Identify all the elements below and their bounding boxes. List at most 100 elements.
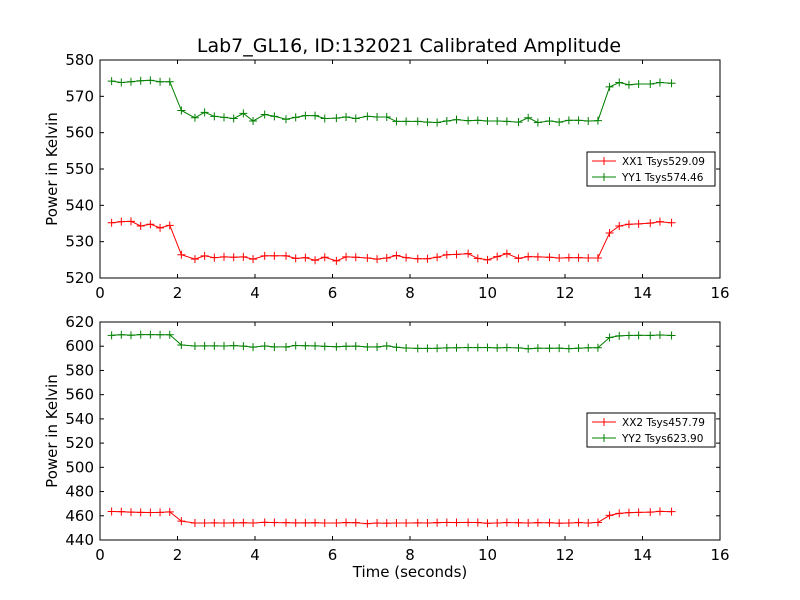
data-point-marker xyxy=(564,116,573,125)
data-point-marker xyxy=(483,519,492,528)
data-point-marker xyxy=(413,254,422,263)
data-point-marker xyxy=(452,115,461,124)
data-point-marker xyxy=(156,508,165,517)
x-tick-label: 16 xyxy=(710,284,729,302)
data-point-marker xyxy=(413,518,422,527)
data-point-marker xyxy=(655,330,664,339)
legend-swatch-marker xyxy=(600,434,608,442)
data-point-marker xyxy=(382,519,391,528)
data-point-marker xyxy=(220,341,228,350)
data-point-marker xyxy=(624,508,633,517)
y-tick-label: 580 xyxy=(65,51,94,69)
data-point-marker xyxy=(473,254,482,263)
data-point-marker xyxy=(311,256,320,265)
legend: XX2 Tsys457.79 YY2 Tsys623.90 xyxy=(586,412,716,448)
data-point-marker xyxy=(249,343,258,352)
data-point-marker xyxy=(452,343,461,352)
data-point-marker xyxy=(452,250,461,259)
data-point-marker xyxy=(584,519,593,528)
data-point-marker xyxy=(382,341,391,350)
data-point-marker xyxy=(483,255,492,264)
data-point-marker xyxy=(260,518,269,527)
data-point-marker xyxy=(332,114,341,123)
legend-label: XX1 Tsys529.09 xyxy=(622,156,705,168)
data-point-marker xyxy=(382,254,391,263)
data-point-marker xyxy=(634,331,643,340)
data-point-marker xyxy=(239,518,248,527)
data-point-marker xyxy=(423,254,432,263)
data-point-marker xyxy=(351,253,360,262)
data-point-marker xyxy=(533,518,542,527)
data-point-marker xyxy=(442,343,451,352)
data-point-marker xyxy=(402,253,411,262)
data-point-marker xyxy=(392,343,401,352)
legend-swatch-marker xyxy=(600,157,608,165)
legend-label: YY2 Tsys623.90 xyxy=(621,433,703,445)
data-point-marker xyxy=(156,330,165,339)
y-axis-label: Power in Kelvin xyxy=(43,374,61,488)
data-point-marker xyxy=(555,344,564,353)
data-point-marker xyxy=(229,114,238,123)
data-point-marker xyxy=(229,518,238,527)
data-point-marker xyxy=(239,109,248,118)
data-point-marker xyxy=(156,223,165,232)
data-point-marker xyxy=(332,256,341,265)
data-point-marker xyxy=(524,113,533,122)
data-point-marker xyxy=(442,250,451,259)
data-point-marker xyxy=(624,331,633,340)
data-point-marker xyxy=(524,252,533,261)
data-point-marker xyxy=(342,518,351,527)
y-tick-label: 580 xyxy=(65,361,94,379)
data-point-marker xyxy=(249,255,258,264)
data-point-marker xyxy=(229,341,238,350)
data-point-marker xyxy=(177,517,186,526)
legend: XX1 Tsys529.09 YY1 Tsys574.46 xyxy=(586,151,716,187)
data-point-marker xyxy=(545,253,554,262)
data-point-marker xyxy=(442,117,451,126)
data-point-marker xyxy=(464,116,473,125)
x-tick-label: 4 xyxy=(250,546,260,564)
data-point-marker xyxy=(433,518,442,527)
subplot-2: 0 2 4 6 8 10 12 14 16 440 460 480 500 520 540 560 580 600… xyxy=(43,313,730,581)
data-point-marker xyxy=(502,343,511,352)
data-point-marker xyxy=(605,511,614,520)
data-point-marker xyxy=(200,251,209,260)
data-point-marker xyxy=(593,116,602,125)
y-tick-label: 530 xyxy=(65,233,94,251)
data-point-marker xyxy=(514,254,523,263)
data-point-marker xyxy=(493,252,502,261)
data-point-marker xyxy=(282,251,290,260)
data-point-marker xyxy=(593,518,602,527)
data-point-marker xyxy=(239,252,248,261)
data-point-marker xyxy=(574,116,583,125)
data-point-marker xyxy=(524,519,533,528)
data-point-marker xyxy=(260,110,269,119)
data-point-marker xyxy=(311,341,320,350)
x-tick-label: 8 xyxy=(405,284,415,302)
data-point-marker xyxy=(433,344,442,353)
data-point-marker xyxy=(593,343,602,352)
y-tick-label: 480 xyxy=(65,483,94,501)
data-point-marker xyxy=(413,117,422,126)
data-point-marker xyxy=(146,330,155,339)
x-tick-label: 8 xyxy=(405,546,415,564)
data-point-marker xyxy=(351,342,360,351)
y-tick-label: 540 xyxy=(65,196,94,214)
data-point-marker xyxy=(473,343,482,352)
y-tick-label: 520 xyxy=(65,434,94,452)
data-point-marker xyxy=(473,116,482,125)
data-point-marker xyxy=(646,219,655,228)
y-tick-label: 500 xyxy=(65,458,94,476)
data-point-marker xyxy=(146,76,155,85)
data-point-marker xyxy=(584,343,593,352)
data-point-marker xyxy=(282,342,290,351)
data-point-marker xyxy=(200,108,209,117)
data-point-marker xyxy=(624,220,633,229)
legend-label: XX2 Tsys457.79 xyxy=(622,417,705,429)
data-point-marker xyxy=(210,518,219,527)
data-point-marker xyxy=(301,111,310,120)
data-point-marker xyxy=(564,519,573,528)
data-point-marker xyxy=(146,508,155,517)
y-axis-label: Power in Kelvin xyxy=(43,112,61,226)
